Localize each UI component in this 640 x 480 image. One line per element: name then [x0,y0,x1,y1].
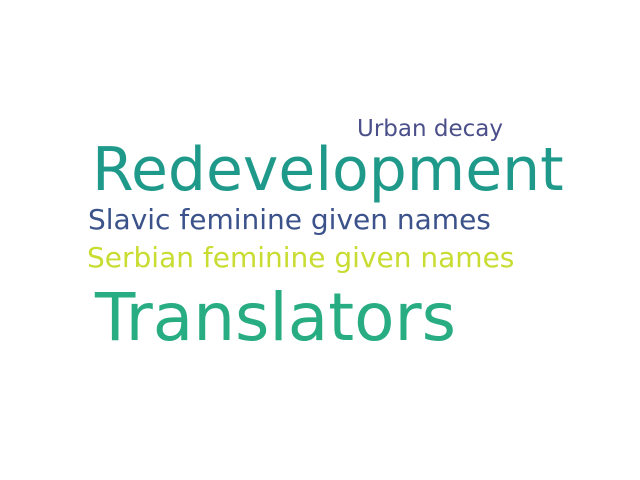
word-urban-decay: Urban decay [357,116,503,142]
word-serbian-feminine-given-names: Serbian feminine given names [87,241,515,274]
word-translators: Translators [95,279,456,356]
word-redevelopment: Redevelopment [92,135,564,205]
word-slavic-feminine-given-names: Slavic feminine given names [88,203,491,236]
